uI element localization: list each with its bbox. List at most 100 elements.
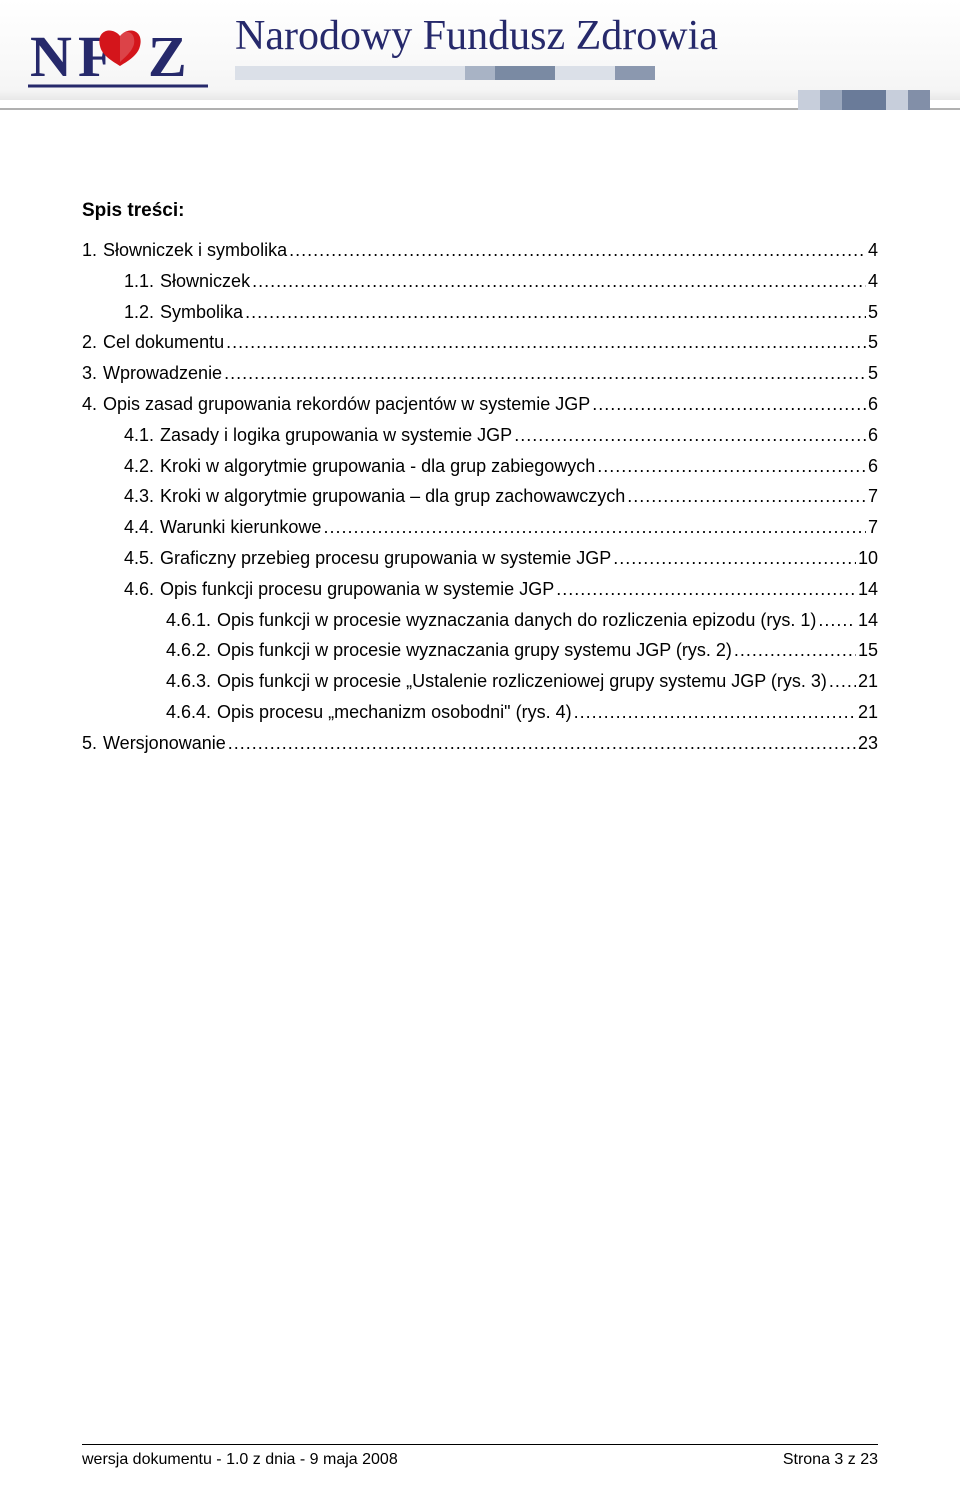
toc-entry: 3.Wprowadzenie 5: [82, 359, 878, 388]
toc-entry: 4.5.Graficzny przebieg procesu grupowani…: [82, 544, 878, 573]
toc-entry-number: 4.6.4.: [166, 698, 211, 727]
toc-entry-page: 14: [858, 606, 878, 635]
header-right-stripes: [798, 90, 930, 110]
toc-entry-page: 6: [868, 421, 878, 450]
footer-page-number: Strona 3 z 23: [783, 1451, 878, 1469]
svg-text:Z: Z: [148, 24, 187, 89]
toc-entry-leader: [829, 667, 856, 696]
toc-entry-label: Słowniczek: [160, 267, 250, 296]
toc-entry-label: Zasady i logika grupowania w systemie JG…: [160, 421, 512, 450]
toc-entry-page: 4: [868, 236, 878, 265]
toc-entry-number: 4.5.: [124, 544, 154, 573]
toc-entry-label: Opis procesu „mechanizm osobodni" (rys. …: [217, 698, 572, 727]
header-stripe: [798, 90, 820, 110]
header-stripe: [842, 90, 864, 110]
toc-entry-leader: [252, 267, 866, 296]
toc-entry: 4.6.2.Opis funkcji w procesie wyznaczani…: [82, 636, 878, 665]
toc-entry-label: Opis zasad grupowania rekordów pacjentów…: [103, 390, 590, 419]
toc-entry-leader: [592, 390, 866, 419]
toc-entry-label: Opis funkcji w procesie wyznaczania dany…: [217, 606, 816, 635]
toc-entry-leader: [613, 544, 856, 573]
toc-entry: 4.6.3.Opis funkcji w procesie „Ustalenie…: [82, 667, 878, 696]
toc-entry-label: Symbolika: [160, 298, 243, 327]
toc-entry-number: 4.6.: [124, 575, 154, 604]
toc-entry-page: 14: [858, 575, 878, 604]
toc-entry-leader: [818, 606, 856, 635]
toc-entry-number: 5.: [82, 729, 97, 758]
toc-entry: 4.2.Kroki w algorytmie grupowania - dla …: [82, 452, 878, 481]
svg-text:N: N: [30, 24, 72, 89]
brand-title: Narodowy Fundusz Zdrowia: [235, 12, 718, 60]
toc-entry-page: 21: [858, 698, 878, 727]
toc-entry-leader: [514, 421, 866, 450]
toc-entry-label: Kroki w algorytmie grupowania - dla grup…: [160, 452, 595, 481]
toc-entry: 1.2.Symbolika 5: [82, 298, 878, 327]
toc-entry-number: 4.3.: [124, 482, 154, 511]
toc-entry-leader: [224, 359, 866, 388]
toc-entry-label: Wersjonowanie: [103, 729, 226, 758]
toc-entry: 4.6.Opis funkcji procesu grupowania w sy…: [82, 575, 878, 604]
header-stripe: [555, 66, 615, 80]
header-stripe: [886, 90, 908, 110]
toc-entry-number: 1.1.: [124, 267, 154, 296]
toc-entry-page: 7: [868, 513, 878, 542]
toc-entry-page: 10: [858, 544, 878, 573]
toc-section: Spis treści: 1.Słowniczek i symbolika41.…: [0, 110, 960, 758]
toc-entry-page: 5: [868, 328, 878, 357]
toc-entry-page: 23: [858, 729, 878, 758]
toc-entry-number: 4.4.: [124, 513, 154, 542]
header-stripe: [235, 66, 465, 80]
nfz-logo-svg: N F Z: [28, 20, 208, 92]
toc-entry-label: Opis funkcji w procesie wyznaczania grup…: [217, 636, 732, 665]
toc-entry-leader: [228, 729, 856, 758]
toc-entry: 4.6.4.Opis procesu „mechanizm osobodni" …: [82, 698, 878, 727]
toc-entry-page: 6: [868, 452, 878, 481]
document-page: N F Z Narodowy Fundusz Zdrowia Spis treś…: [0, 0, 960, 1497]
header-stripe: [465, 66, 495, 80]
toc-entry-number: 1.: [82, 236, 97, 265]
toc-entry-label: Cel dokumentu: [103, 328, 224, 357]
header-stripe: [615, 66, 655, 80]
header-stripe: [864, 90, 886, 110]
toc-entry-leader: [556, 575, 856, 604]
toc-entry-page: 15: [858, 636, 878, 665]
header-underline-stripes: [235, 66, 655, 80]
toc-entry: 5.Wersjonowanie 23: [82, 729, 878, 758]
toc-entry-page: 5: [868, 298, 878, 327]
toc-entry-leader: [597, 452, 866, 481]
toc-entry-number: 4.6.1.: [166, 606, 211, 635]
toc-entry: 4.Opis zasad grupowania rekordów pacjent…: [82, 390, 878, 419]
toc-entry-page: 6: [868, 390, 878, 419]
toc-entry-label: Wprowadzenie: [103, 359, 222, 388]
toc-entry-label: Opis funkcji w procesie „Ustalenie rozli…: [217, 667, 827, 696]
toc-entry-leader: [226, 328, 866, 357]
page-header: N F Z Narodowy Fundusz Zdrowia: [0, 0, 960, 110]
footer-version-text: wersja dokumentu - 1.0 z dnia - 9 maja 2…: [82, 1451, 398, 1469]
toc-heading: Spis treści:: [82, 200, 878, 222]
nfz-logo: N F Z: [28, 20, 208, 92]
header-stripe: [908, 90, 930, 110]
toc-entry-page: 4: [868, 267, 878, 296]
toc-entry-number: 2.: [82, 328, 97, 357]
toc-entry-number: 4.6.3.: [166, 667, 211, 696]
toc-entry-leader: [323, 513, 866, 542]
toc-entry-leader: [574, 698, 856, 727]
toc-entry: 4.6.1.Opis funkcji w procesie wyznaczani…: [82, 606, 878, 635]
toc-entry: 1.1.Słowniczek 4: [82, 267, 878, 296]
toc-entry: 4.3.Kroki w algorytmie grupowania – dla …: [82, 482, 878, 511]
toc-entry-number: 4.1.: [124, 421, 154, 450]
toc-entry-label: Warunki kierunkowe: [160, 513, 321, 542]
toc-entry: 4.4.Warunki kierunkowe 7: [82, 513, 878, 542]
toc-entry-number: 3.: [82, 359, 97, 388]
page-footer: wersja dokumentu - 1.0 z dnia - 9 maja 2…: [0, 1444, 960, 1469]
toc-entry-number: 4.6.2.: [166, 636, 211, 665]
toc-entry-label: Opis funkcji procesu grupowania w system…: [160, 575, 554, 604]
toc-entry-number: 1.2.: [124, 298, 154, 327]
footer-row: wersja dokumentu - 1.0 z dnia - 9 maja 2…: [82, 1451, 878, 1469]
toc-entry: 4.1.Zasady i logika grupowania w systemi…: [82, 421, 878, 450]
toc-entry-leader: [245, 298, 866, 327]
toc-entry-page: 7: [868, 482, 878, 511]
toc-entry-label: Kroki w algorytmie grupowania – dla grup…: [160, 482, 625, 511]
toc-entry-page: 5: [868, 359, 878, 388]
header-stripe: [820, 90, 842, 110]
